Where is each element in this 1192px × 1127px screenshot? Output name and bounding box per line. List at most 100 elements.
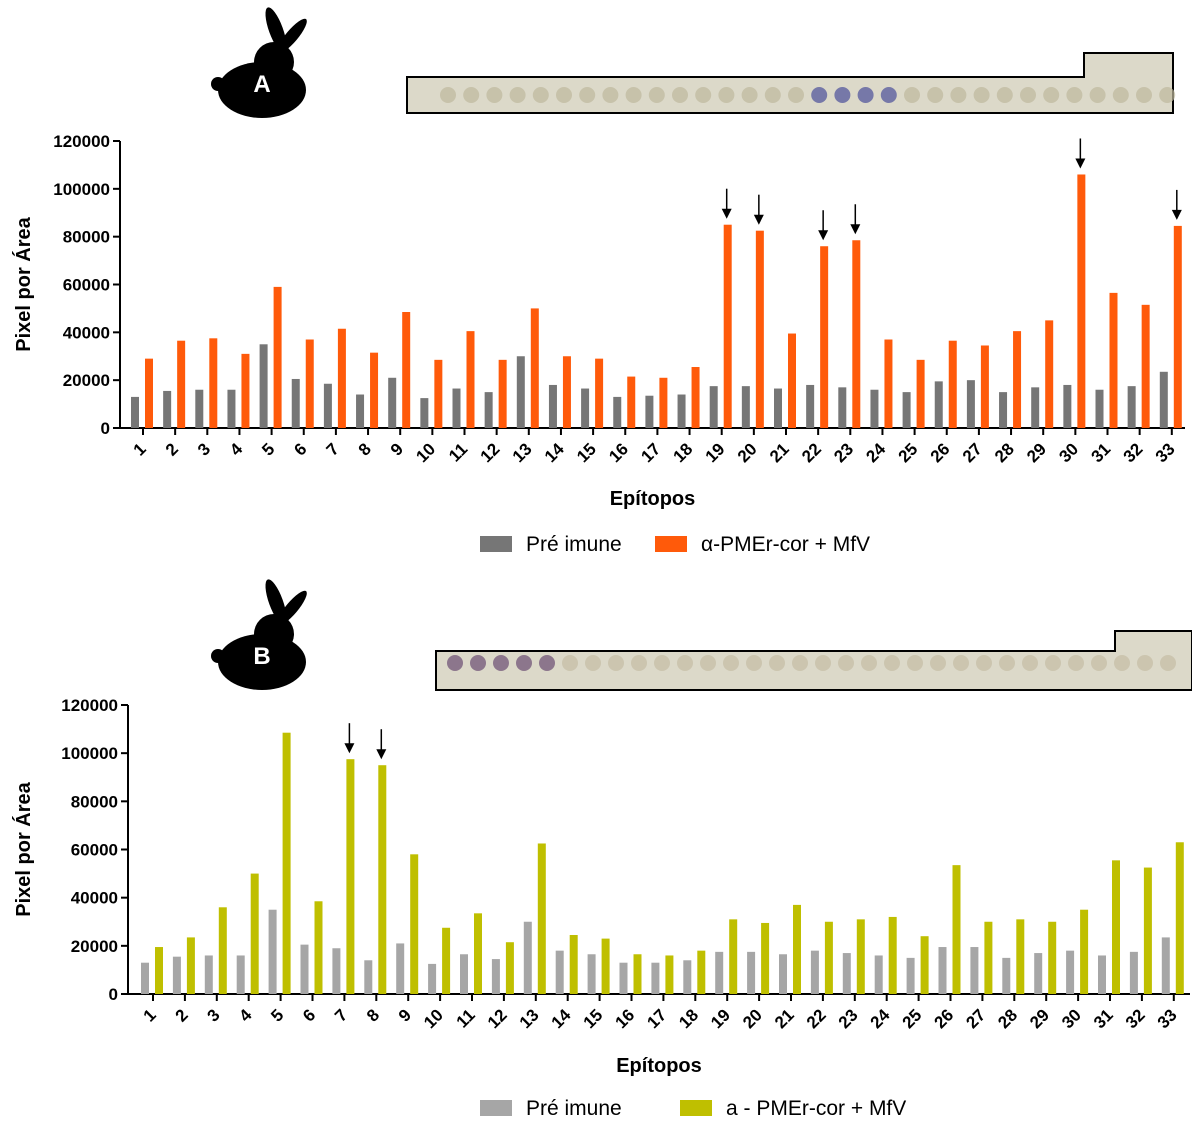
blot-dot	[440, 87, 456, 103]
bar	[779, 954, 787, 994]
y-tick-label: 80000	[71, 792, 118, 811]
blot-dot	[562, 655, 578, 671]
blot-dot	[509, 87, 526, 103]
legend-swatch	[480, 1100, 512, 1116]
bar	[1077, 174, 1086, 428]
bar	[484, 392, 493, 428]
blot-dot	[447, 655, 463, 671]
blot-dot	[811, 87, 828, 103]
blot-dot	[718, 87, 735, 103]
x-tick-label: 17	[643, 1005, 670, 1032]
bar	[356, 394, 365, 428]
bar	[428, 963, 437, 994]
bar	[460, 954, 468, 994]
bar	[842, 953, 851, 994]
bar	[788, 333, 796, 428]
bar	[645, 395, 654, 428]
y-tick-label: 40000	[63, 323, 110, 342]
x-tick-label: 32	[1120, 439, 1147, 466]
bar	[209, 338, 218, 428]
blot-dot	[625, 87, 642, 103]
bar	[282, 732, 291, 994]
bar	[691, 367, 700, 428]
blot-dot	[792, 655, 808, 671]
bar	[723, 224, 732, 428]
bar	[227, 389, 236, 428]
x-tick-label: 8	[355, 439, 375, 459]
bar	[874, 955, 883, 994]
x-tick-label: 9	[395, 1005, 415, 1025]
x-tick-label: 12	[484, 1005, 511, 1032]
bar	[555, 950, 564, 994]
bar	[595, 358, 604, 428]
blot-dot	[493, 655, 509, 671]
bar	[273, 286, 282, 428]
arrow-head	[753, 214, 764, 225]
blot-dot	[1043, 87, 1060, 103]
bar	[906, 957, 915, 994]
blot-dot	[1159, 87, 1176, 103]
x-tick-label: 15	[580, 1005, 607, 1032]
bar	[938, 947, 947, 994]
bar	[793, 904, 801, 994]
x-tick-label: 10	[412, 439, 439, 466]
blot-dot	[532, 87, 549, 103]
bar	[569, 934, 578, 994]
x-tick-label: 27	[959, 439, 986, 466]
x-tick-label: 29	[1026, 1005, 1053, 1032]
bar	[587, 954, 596, 994]
blot-dot	[585, 655, 601, 671]
blot-dot	[602, 87, 619, 103]
bar	[1063, 384, 1072, 428]
blot-dot	[470, 655, 486, 671]
blot-dot	[904, 87, 920, 103]
bar	[633, 954, 642, 994]
blot-dot	[556, 87, 572, 103]
x-tick-label: 16	[612, 1005, 639, 1032]
bar	[1080, 909, 1089, 994]
x-tick-label: 4	[235, 1005, 256, 1026]
bar	[268, 909, 277, 994]
bar	[505, 942, 514, 994]
bar	[856, 919, 865, 994]
x-tick-label: 18	[675, 1005, 702, 1032]
bar	[516, 356, 525, 428]
y-tick-label: 20000	[63, 371, 110, 390]
blot-dot	[1020, 87, 1036, 103]
blot-dot	[463, 87, 480, 103]
bar	[314, 901, 323, 994]
x-tick-label: 21	[771, 1005, 798, 1032]
bar	[741, 386, 750, 428]
bar	[888, 916, 897, 994]
bar	[530, 308, 539, 428]
x-tick-label: 23	[830, 439, 857, 466]
bar	[601, 938, 610, 994]
bar	[474, 913, 482, 994]
blot-dot	[884, 655, 900, 671]
bar	[852, 240, 861, 428]
blot-dot	[838, 655, 854, 671]
bar	[1034, 953, 1043, 994]
y-tick-label: 20000	[71, 937, 118, 956]
bar	[537, 843, 546, 994]
x-tick-label: 26	[931, 1005, 958, 1032]
bar	[810, 950, 819, 994]
bar	[141, 962, 149, 994]
x-axis-label: Epítopos	[610, 488, 696, 510]
y-tick-label: 80000	[63, 228, 110, 247]
x-tick-label: 28	[994, 1005, 1021, 1032]
bar	[434, 359, 443, 428]
x-tick-label: 14	[541, 439, 568, 466]
x-tick-label: 28	[991, 439, 1018, 466]
x-tick-label: 3	[203, 1005, 223, 1025]
bar	[729, 919, 738, 994]
bar	[697, 950, 706, 994]
legend-label: Pré imune	[526, 533, 622, 556]
y-tick-label: 60000	[71, 841, 118, 860]
x-tick-label: 1	[140, 1005, 160, 1025]
rabbit-icon: A	[211, 7, 307, 118]
legend-swatch	[480, 536, 512, 552]
bar	[1013, 331, 1022, 428]
bar	[1048, 921, 1057, 994]
